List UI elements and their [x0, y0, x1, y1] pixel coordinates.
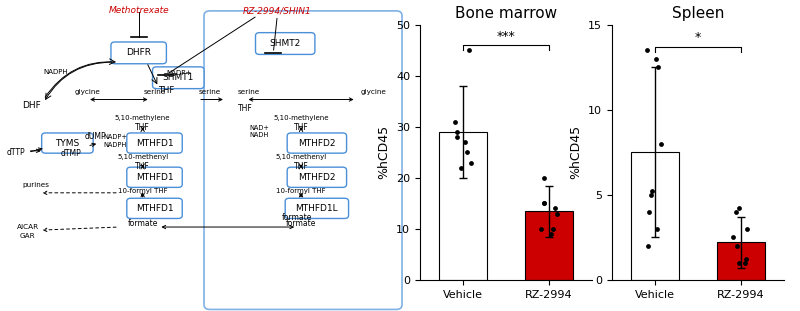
Text: serine: serine: [143, 89, 166, 95]
Text: formate: formate: [282, 213, 312, 222]
Text: NADP+: NADP+: [103, 134, 127, 140]
Text: *: *: [695, 31, 701, 44]
Point: [740, 257, 753, 262]
Point: [733, 260, 746, 265]
Text: formate: formate: [127, 219, 158, 228]
Point: [741, 226, 754, 231]
Text: serine: serine: [238, 89, 260, 95]
FancyBboxPatch shape: [126, 133, 182, 153]
Text: MTHFD1L: MTHFD1L: [295, 204, 338, 213]
Point: [454, 165, 467, 170]
Text: ***: ***: [497, 30, 515, 43]
Point: [464, 160, 477, 165]
Point: [642, 209, 655, 214]
FancyBboxPatch shape: [126, 167, 182, 187]
FancyBboxPatch shape: [153, 67, 204, 89]
Text: 10-formyl THF: 10-formyl THF: [276, 188, 326, 194]
Text: MTHFD2: MTHFD2: [298, 139, 336, 147]
Text: 10-formyl THF: 10-formyl THF: [118, 188, 167, 194]
Y-axis label: %hCD45: %hCD45: [570, 125, 582, 179]
Point: [651, 65, 664, 70]
Point: [727, 235, 740, 240]
Point: [738, 260, 751, 265]
Point: [450, 129, 463, 134]
Point: [449, 119, 462, 124]
FancyBboxPatch shape: [287, 133, 346, 153]
Point: [537, 175, 550, 180]
Point: [650, 226, 663, 231]
Point: [450, 135, 463, 140]
Text: THF: THF: [158, 86, 174, 95]
FancyBboxPatch shape: [126, 198, 182, 218]
Point: [644, 193, 657, 197]
Point: [654, 142, 667, 146]
Text: DHFR: DHFR: [126, 49, 151, 57]
Point: [537, 201, 550, 206]
Text: SHMT1: SHMT1: [162, 73, 194, 82]
Title: Spleen: Spleen: [672, 6, 724, 21]
Text: RZ-2994/SHIN1: RZ-2994/SHIN1: [243, 6, 312, 15]
Text: THF: THF: [294, 162, 309, 171]
Text: dUMP: dUMP: [84, 132, 106, 141]
Text: dTMP: dTMP: [61, 150, 82, 158]
Text: GAR: GAR: [20, 233, 36, 239]
Point: [650, 56, 662, 61]
Text: 5,10-methenyl: 5,10-methenyl: [117, 154, 168, 160]
Point: [730, 244, 743, 248]
Point: [642, 244, 654, 248]
Text: 5,10-methylene: 5,10-methylene: [274, 115, 329, 121]
Point: [730, 209, 742, 214]
Text: NADPH: NADPH: [103, 142, 126, 148]
Text: THF: THF: [294, 123, 309, 132]
Point: [646, 189, 658, 194]
Text: purines: purines: [22, 182, 50, 188]
Text: SHMT2: SHMT2: [270, 39, 301, 48]
Text: NADH: NADH: [250, 132, 269, 138]
Bar: [718, 243, 765, 280]
Text: Methotrexate: Methotrexate: [108, 6, 169, 15]
Text: AICAR: AICAR: [17, 224, 39, 230]
Bar: [439, 132, 486, 280]
Point: [733, 206, 746, 211]
Point: [538, 201, 550, 206]
Point: [548, 206, 561, 211]
FancyBboxPatch shape: [204, 11, 402, 309]
Text: serine: serine: [199, 89, 221, 95]
Text: dTTP: dTTP: [6, 148, 26, 157]
Text: THF: THF: [238, 104, 253, 113]
FancyBboxPatch shape: [285, 198, 349, 218]
Text: NADPH: NADPH: [43, 68, 68, 75]
Point: [546, 226, 559, 231]
Title: Bone marrow: Bone marrow: [455, 6, 557, 21]
Text: THF: THF: [135, 123, 150, 132]
Text: MTHFD1: MTHFD1: [136, 204, 174, 213]
Bar: [631, 152, 678, 280]
FancyBboxPatch shape: [111, 42, 166, 64]
Point: [641, 48, 654, 53]
Text: formate: formate: [286, 219, 316, 228]
Point: [458, 140, 471, 145]
Y-axis label: %hCD45: %hCD45: [378, 125, 390, 179]
Text: MTHFD2: MTHFD2: [298, 173, 336, 182]
Text: MTHFD1: MTHFD1: [136, 173, 174, 182]
Bar: [526, 211, 573, 280]
Point: [463, 48, 476, 53]
Point: [544, 231, 557, 236]
Point: [461, 150, 474, 155]
FancyBboxPatch shape: [287, 167, 346, 187]
Text: THF: THF: [135, 162, 150, 171]
Text: 5,10-methylene: 5,10-methylene: [115, 115, 170, 121]
Text: DHF: DHF: [22, 101, 41, 110]
Point: [550, 211, 563, 216]
FancyBboxPatch shape: [42, 133, 93, 153]
Text: TYMS: TYMS: [55, 139, 79, 147]
Text: 5,10-methenyl: 5,10-methenyl: [275, 154, 326, 160]
Text: glycine: glycine: [74, 89, 100, 95]
Text: NAD+: NAD+: [250, 124, 270, 131]
Text: glycine: glycine: [361, 89, 386, 95]
FancyBboxPatch shape: [255, 33, 315, 54]
Text: NADP+: NADP+: [166, 70, 192, 76]
Point: [534, 226, 547, 231]
Text: MTHFD1: MTHFD1: [136, 139, 174, 147]
